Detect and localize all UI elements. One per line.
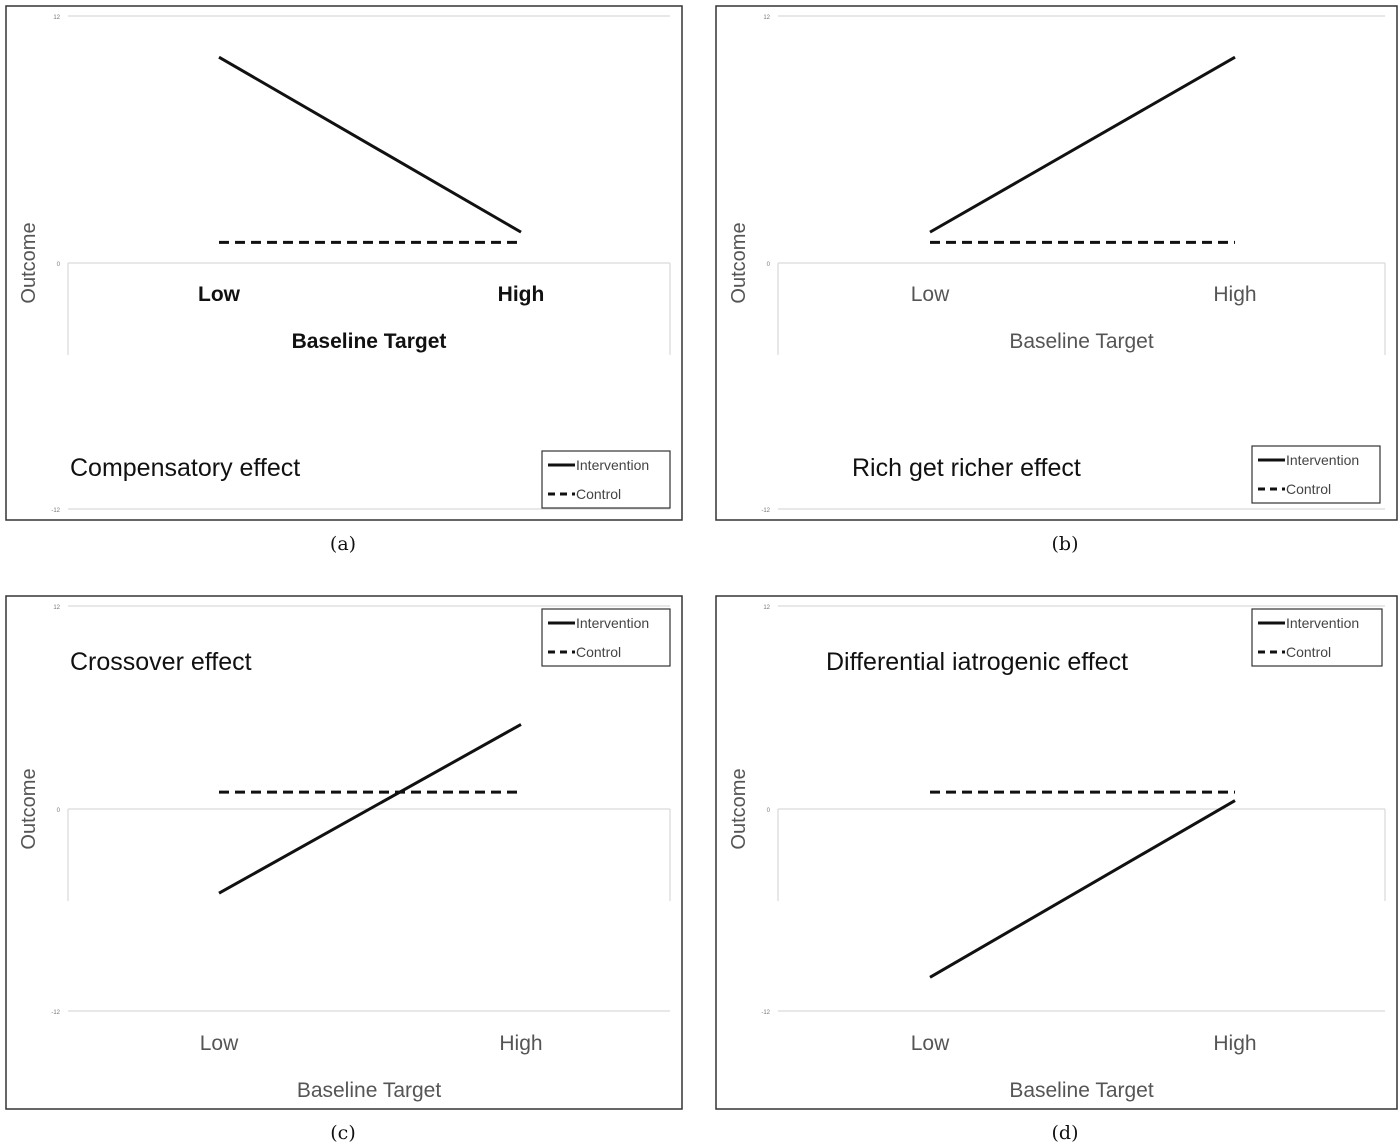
legend-label: Intervention (1286, 615, 1359, 631)
series-line-intervention (929, 55, 1236, 234)
chart-frame (715, 595, 1398, 1110)
y-axis-label: Outcome (18, 768, 40, 849)
y-tick-label: 0 (57, 808, 61, 814)
x-axis-label: Baseline Target (1009, 1079, 1154, 1102)
chart-panel-d: 12 0 -12 Outcome Low High Baseline Target Diffe… (715, 595, 1398, 1110)
legend-box (1251, 445, 1381, 504)
legend-label: Control (1286, 644, 1331, 660)
y-axis-label: Outcome (728, 222, 750, 303)
series-line-intervention (218, 723, 522, 895)
x-tick-label: Low (911, 1032, 950, 1055)
series-line-intervention (218, 55, 522, 234)
y-tick-label: -12 (51, 508, 60, 514)
y-tick-label: 0 (57, 262, 61, 268)
legend-label: Control (576, 486, 621, 502)
x-axis-label: Baseline Target (1009, 330, 1154, 353)
x-tick-label: High (498, 283, 545, 306)
legend-box (1251, 608, 1383, 667)
legend-box (541, 608, 671, 667)
effect-label: Differential iatrogenic effect (826, 648, 1128, 676)
caption-c: (c) (330, 1122, 356, 1144)
x-tick-label: Low (911, 283, 950, 306)
effect-label: Compensatory effect (70, 454, 300, 482)
legend-label: Control (576, 644, 621, 660)
x-axis-label: Baseline Target (292, 330, 447, 353)
x-tick-label: Low (198, 283, 241, 306)
effect-label: Rich get richer effect (852, 454, 1081, 482)
caption-d: (d) (1051, 1122, 1079, 1144)
x-tick-label: High (1213, 283, 1256, 306)
y-axis-label: Outcome (728, 768, 750, 849)
legend-label: Intervention (576, 457, 649, 473)
chart-panel-b: 12 0 -12 Outcome Low High Baseline Target Rich … (715, 5, 1398, 521)
legend-label: Control (1286, 481, 1331, 497)
y-tick-label: 12 (763, 605, 770, 611)
caption-a: (a) (329, 533, 357, 555)
x-tick-label: High (1213, 1032, 1256, 1055)
chart-panel-c: 12 0 -12 Outcome Low High Baseline Target Cross… (5, 595, 683, 1110)
legend-label: Intervention (576, 615, 649, 631)
y-tick-label: 12 (763, 15, 770, 21)
chart-panel-a: 12 0 -12 Outcome Low High Baseline Target Compe… (5, 5, 683, 521)
y-tick-label: 0 (767, 262, 771, 268)
effect-label: Crossover effect (70, 648, 252, 676)
y-tick-label: -12 (761, 508, 770, 514)
y-tick-label: 12 (53, 605, 60, 611)
caption-b: (b) (1051, 533, 1079, 555)
x-axis-label: Baseline Target (297, 1079, 442, 1102)
legend-label: Intervention (1286, 452, 1359, 468)
chart-b: 12 0 -12 Outcome Low High Baseline Target Rich … (715, 5, 1398, 521)
chart-d: 12 0 -12 Outcome Low High Baseline Target Diffe… (715, 595, 1398, 1110)
chart-c: 12 0 -12 Outcome Low High Baseline Target Cross… (5, 595, 683, 1110)
y-tick-label: -12 (761, 1010, 770, 1016)
legend-box (541, 450, 671, 509)
x-tick-label: Low (200, 1032, 239, 1055)
y-tick-label: 12 (53, 15, 60, 21)
x-tick-label: High (499, 1032, 542, 1055)
series-line-intervention (929, 799, 1236, 979)
chart-a: 12 0 -12 Outcome Low High Baseline Target Compe… (5, 5, 683, 521)
chart-frame (5, 595, 683, 1110)
y-axis-label: Outcome (18, 222, 40, 303)
y-tick-label: 0 (767, 808, 771, 814)
y-tick-label: -12 (51, 1010, 60, 1016)
